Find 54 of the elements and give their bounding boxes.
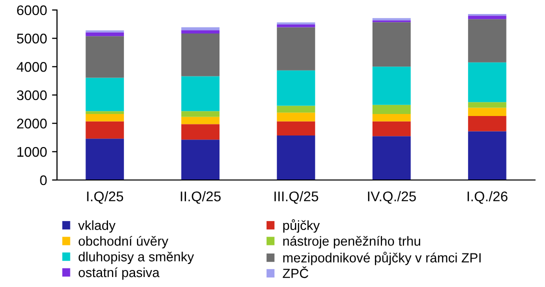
legend-label: nástroje peněžního trhu: [283, 236, 420, 248]
bar: [468, 108, 506, 116]
y-tick-label: 6000: [17, 5, 47, 16]
bar: [276, 121, 316, 136]
bar: [468, 19, 506, 62]
bar: [468, 62, 506, 102]
bar: [181, 34, 220, 76]
bar: [372, 66, 411, 105]
bar: [276, 24, 316, 28]
bar: [276, 136, 316, 180]
bar: [276, 27, 316, 70]
bar: [86, 114, 124, 122]
y-tick-label: 1000: [17, 147, 47, 157]
legend-label: dluhopisy a směnky: [78, 252, 194, 264]
x-tick-label: I.Q/25: [87, 191, 124, 204]
bar: [372, 136, 411, 180]
x-tick-label: I.Q./26: [468, 191, 508, 204]
bar: [468, 16, 506, 20]
bar: [181, 76, 220, 112]
legend-label: ZPČ: [282, 266, 308, 278]
x-tick-label: III.Q/25: [274, 191, 318, 204]
bar: [372, 114, 411, 122]
bar: [181, 116, 220, 124]
bar: [86, 32, 124, 36]
bar: [181, 30, 220, 34]
y-tick-label: 3000: [16, 90, 47, 100]
bar: [372, 104, 411, 114]
legend-label: mezipodnikové půjčky v rámci ZPI: [283, 252, 481, 266]
y-tick-label: 5000: [16, 34, 47, 44]
bar: [372, 121, 411, 136]
bar: [86, 111, 124, 114]
bar: [276, 106, 316, 113]
y-tick-label: 2000: [17, 118, 47, 129]
bar: [372, 22, 411, 67]
legend-label: půjčky: [283, 219, 320, 233]
legend-label: obchodní úvěry: [78, 236, 168, 248]
bar: [276, 112, 316, 122]
bar: [181, 111, 220, 117]
bar: [468, 102, 506, 108]
bar: [86, 78, 124, 112]
bar: [86, 36, 124, 78]
y-tick-label: 4000: [16, 62, 47, 72]
legend-label: vklady: [78, 220, 116, 233]
bar: [86, 138, 124, 180]
bar: [181, 124, 220, 140]
bar: [468, 131, 506, 180]
bar: [276, 70, 316, 106]
x-tick-label: IV.Q./25: [368, 191, 416, 204]
legend-label: ostatní pasiva: [78, 267, 160, 280]
bar: [181, 140, 220, 180]
bar: [86, 121, 124, 139]
x-tick-label: II.Q/25: [180, 191, 221, 204]
y-tick-label: 0: [40, 175, 47, 186]
bar: [468, 116, 506, 132]
